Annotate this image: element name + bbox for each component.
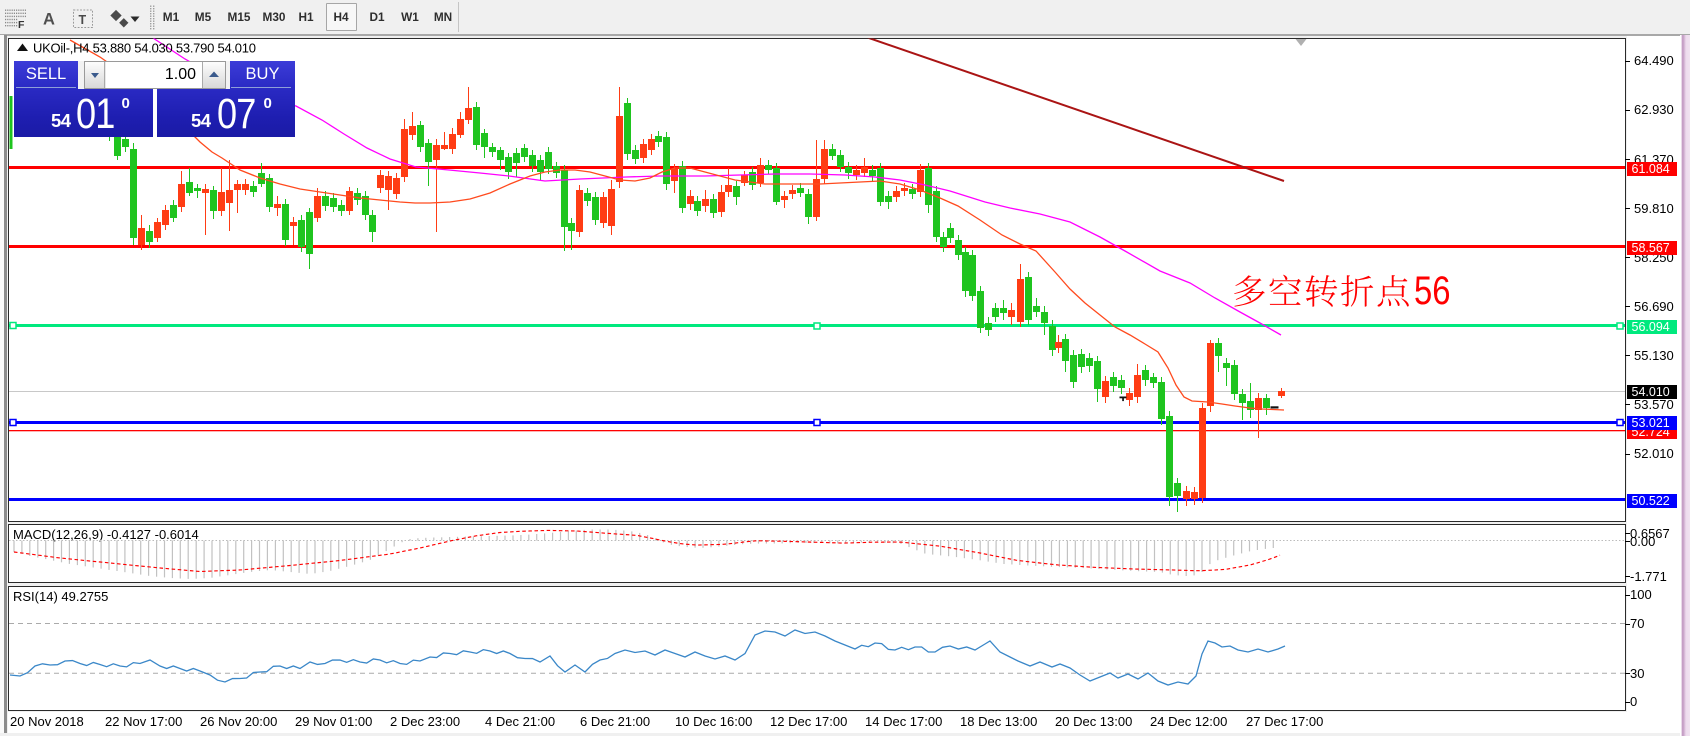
svg-text:A: A [43,11,55,29]
svg-text:56: 56 [1414,268,1450,313]
svg-text:F: F [18,19,25,31]
svg-text:T: T [79,13,87,27]
svg-text:UKOil-,H4 53.880 54.030 53.79: UKOil-,H4 53.880 54.030 53.790 54.010 [33,41,256,56]
